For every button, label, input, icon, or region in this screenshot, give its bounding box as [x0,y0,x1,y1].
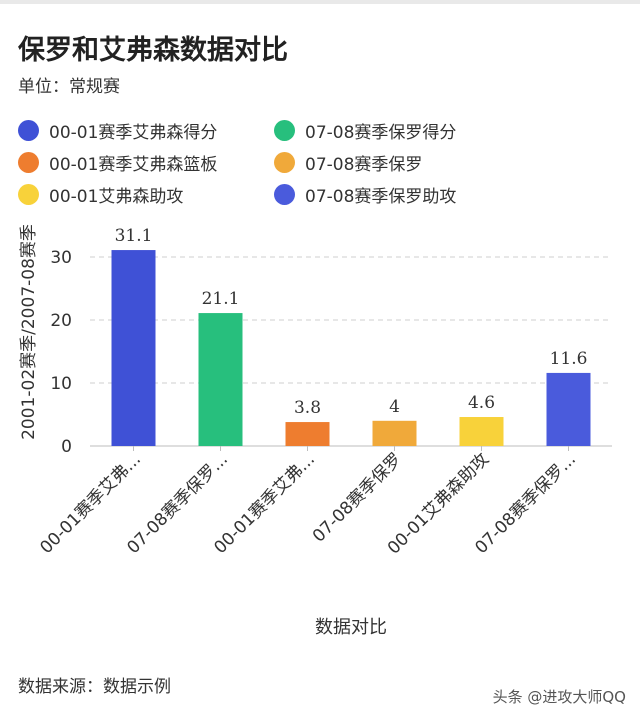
legend-swatch [274,120,295,141]
chart-title: 保罗和艾弗森数据对比 [18,35,288,66]
legend-label: 07-08赛季保罗 [305,155,423,175]
top-bar [0,0,640,4]
legend-item: 00-01赛季艾弗森得分 [18,118,217,143]
bar [546,372,591,446]
x-tick-label: 07-08赛季保罗 [308,449,406,547]
legend-swatch [274,184,295,205]
chart-subtitle: 单位：常规赛 [18,77,120,97]
legend-label: 07-08赛季保罗助攻 [305,187,457,207]
legend-label: 07-08赛季保罗得分 [305,123,457,143]
legend-swatch [274,152,295,173]
bar-value-label: 11.6 [550,349,588,369]
y-tick-label: 10 [50,374,72,394]
legend-label: 00-01赛季艾弗森篮板 [49,155,218,175]
legend-label: 00-01赛季艾弗森得分 [49,123,218,143]
legend-label: 00-01艾弗森助攻 [49,187,184,207]
bar-value-label: 31.1 [115,226,153,246]
bar-value-label: 4.6 [468,393,495,413]
legend-swatch [18,152,39,173]
bar [198,313,243,446]
y-tick-label: 30 [50,248,72,268]
bar [111,250,156,446]
legend-item: 00-01赛季艾弗森篮板 [18,150,217,175]
bar-value-label: 21.1 [202,289,240,309]
legend-item: 07-08赛季保罗助攻 [274,182,456,207]
x-axis-label: 数据对比 [315,617,387,638]
bar [285,422,330,446]
legend-item: 07-08赛季保罗 [274,150,422,175]
legend-swatch [18,184,39,205]
y-tick-label: 20 [50,311,72,331]
legend-item: 07-08赛季保罗得分 [274,118,456,143]
bar-value-label: 3.8 [294,398,321,418]
watermark: 头条 @进攻大师QQ [492,688,626,706]
y-tick-label: 0 [61,437,72,457]
legend-item: 00-01艾弗森助攻 [18,182,183,207]
bar [372,420,417,446]
data-source: 数据来源：数据示例 [18,677,171,697]
bar [459,417,504,446]
bar-value-label: 4 [389,397,400,417]
legend-swatch [18,120,39,141]
y-axis-label: 2001-02赛季/2007-08赛季 [18,224,39,440]
